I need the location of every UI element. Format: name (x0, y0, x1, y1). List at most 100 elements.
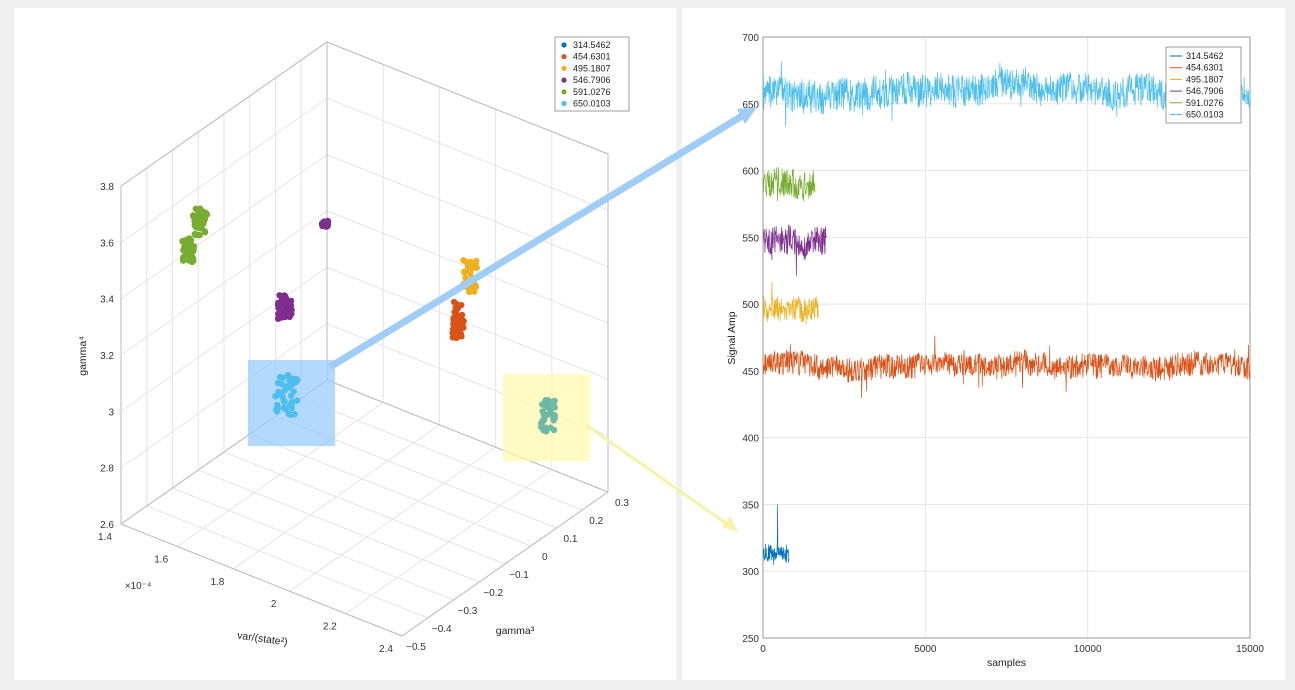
scatter-point (196, 213, 203, 220)
scatter-point (458, 333, 465, 340)
axis-edge (401, 491, 609, 637)
scatter-point (291, 411, 298, 418)
legend-marker (561, 89, 567, 95)
legend-marker (561, 100, 567, 107)
scatter-point (289, 375, 297, 382)
z-axis-label: gamma⁴ (77, 336, 89, 376)
scatter-point (460, 324, 467, 331)
z-tick-label: 3.4 (100, 295, 114, 306)
legend-marker (561, 42, 567, 48)
y-tick-label: 400 (742, 434, 759, 445)
yellow-arrow-head (722, 516, 738, 532)
y-tick-label: −0.1 (509, 570, 529, 581)
scatter-point (276, 373, 284, 381)
scatter-point (285, 298, 293, 306)
timeseries-legend-box (1165, 46, 1242, 124)
scatter-point (450, 298, 458, 306)
arrows (328, 107, 757, 532)
scatter-point (286, 313, 293, 321)
grid-line (223, 451, 506, 565)
axis-edge (326, 41, 609, 155)
z-tick-label: 3 (108, 407, 114, 418)
legend-entry: 650.0103 (573, 99, 611, 109)
grid-line (146, 505, 428, 619)
z-tick-label: 3.8 (100, 182, 114, 193)
scatter3d-panel (14, 8, 676, 680)
x-tick-label: 15000 (1236, 644, 1264, 655)
scatter-point (274, 301, 282, 309)
scatter-point (180, 257, 187, 264)
axis-edge (326, 379, 609, 493)
x-axis-exponent: ×10⁻⁴ (125, 581, 152, 592)
x-tick-label: 2.4 (379, 644, 393, 655)
scatter-point (452, 330, 460, 338)
scatter-point (460, 257, 467, 264)
scatter-point (466, 269, 474, 277)
plot-area (762, 36, 1251, 639)
scatter-point (465, 260, 473, 267)
scatter-point (323, 223, 330, 230)
y-tick-label: −0.2 (483, 588, 503, 599)
scatter-point (286, 382, 293, 390)
scatter-point (472, 259, 479, 266)
scatter-point (201, 215, 209, 223)
legend-marker (561, 54, 567, 60)
x-tick-label: 2.2 (323, 622, 337, 633)
scatter-point (183, 246, 191, 254)
y-axis-label: Signal Amp (726, 311, 738, 364)
y-tick-label: 600 (742, 167, 759, 178)
x-tick-label: 0 (760, 644, 766, 655)
yellow-arrow-line (585, 423, 728, 526)
scatter-point (282, 405, 289, 413)
y-tick-label: 500 (742, 300, 759, 311)
grid-line (249, 433, 531, 547)
z-tick-label: 2.8 (100, 464, 114, 475)
legend-entry: 546.7906 (573, 75, 611, 85)
scatter-point (190, 257, 197, 264)
blue-arrow-head (737, 107, 757, 124)
scatter-point (279, 312, 287, 320)
scatter-point (191, 231, 199, 239)
scatter-point (187, 237, 195, 244)
scatter-point (286, 305, 293, 312)
z-tick-label: 3.6 (100, 238, 114, 249)
legend-entry: 314.5462 (1186, 51, 1224, 61)
scatter-point (540, 427, 547, 434)
scatter3d-overlay-points (272, 371, 559, 435)
x-tick-label: 5000 (914, 644, 937, 655)
series-line (763, 281, 819, 325)
legend-entry: 591.0276 (1186, 98, 1224, 108)
z-tick-label: 3.2 (100, 351, 114, 362)
x-tick-label: 1.4 (98, 532, 112, 543)
scatter-point (272, 392, 279, 400)
z-tick-label: 2.6 (100, 520, 114, 531)
x-tick-label: 2 (271, 599, 277, 610)
y-tick-label: −0.5 (406, 642, 426, 653)
y-tick-label: 250 (742, 634, 759, 645)
legend-marker (561, 77, 567, 83)
y-tick-label: 300 (742, 567, 759, 578)
legend-entry: 495.1807 (573, 63, 611, 73)
scatter-point (294, 397, 301, 404)
axis-edge (120, 41, 328, 187)
y-tick-label: 650 (742, 100, 759, 111)
scatter-point (277, 307, 284, 314)
series-line (763, 167, 816, 202)
legend-marker (561, 65, 567, 71)
scatter-point (192, 205, 199, 212)
series-line (763, 224, 827, 276)
y-tick-label: 350 (742, 500, 759, 511)
axis-edge (120, 523, 403, 637)
scatter-point (547, 424, 554, 431)
scatter-point (451, 308, 458, 316)
scatter-point (458, 311, 466, 319)
scatter-legend-box (554, 36, 630, 112)
y-tick-label: 550 (742, 233, 759, 244)
y-tick-label: 450 (742, 367, 759, 378)
scatter-point (191, 222, 198, 229)
y-tick-label: 0.2 (589, 516, 603, 527)
scatter-point (280, 397, 287, 405)
x-tick-label: 10000 (1074, 644, 1102, 655)
series-line (763, 504, 790, 565)
